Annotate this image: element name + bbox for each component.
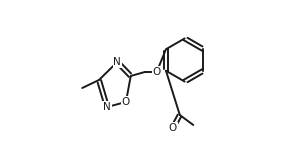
Text: O: O — [153, 67, 161, 77]
Text: O: O — [169, 123, 177, 133]
Text: O: O — [122, 97, 130, 107]
Text: N: N — [103, 102, 111, 112]
Text: N: N — [113, 57, 121, 67]
